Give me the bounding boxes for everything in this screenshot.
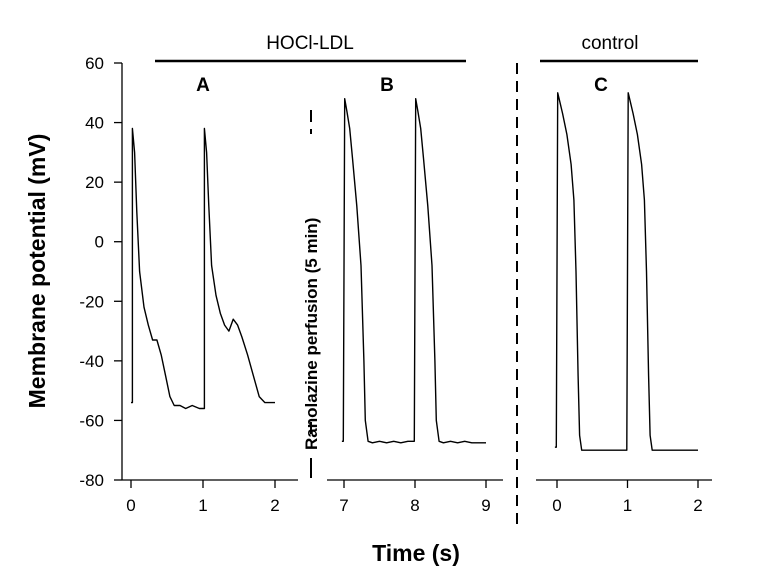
x-axis-label: Time (s) [372,540,460,566]
x-tick-label: 1 [623,496,632,515]
panel-label-c: C [594,75,608,96]
x-tick-label: 0 [552,496,561,515]
x-tick-label: 7 [339,496,348,515]
y-tick-label: 20 [85,173,104,192]
y-tick-label: 0 [95,233,104,252]
x-tick-label: 9 [481,496,490,515]
hocl-ldl-label: HOCl-LDL [266,33,354,54]
trace-panel-a [131,127,275,410]
y-tick-label: 40 [85,114,104,133]
y-tick-label: -40 [79,352,104,371]
panel-label-b: B [380,75,394,96]
x-tick-label: 1 [198,496,207,515]
y-axis-ticks: 60 40 20 0 -20 -40 -60 -80 [79,54,122,490]
panel-label-a: A [196,75,210,96]
y-tick-label: -20 [79,292,104,311]
control-label: control [581,33,638,54]
x-tick-label: 0 [126,496,135,515]
y-axis-label: Membrane potential (mV) [24,134,50,409]
trace-panel-c [554,92,698,451]
trace-panel-b [341,98,486,444]
y-tick-label: -60 [79,411,104,430]
x-tick-label: 2 [693,496,702,515]
x-axis-ticks: 0 1 2 7 8 9 0 1 2 [126,480,703,515]
x-tick-label: 8 [410,496,419,515]
y-tick-label: 60 [85,54,104,73]
x-tick-label: 2 [270,496,279,515]
intervention-label: Ranolazine perfusion (5 min) [302,218,321,450]
y-tick-label: -80 [79,471,104,490]
